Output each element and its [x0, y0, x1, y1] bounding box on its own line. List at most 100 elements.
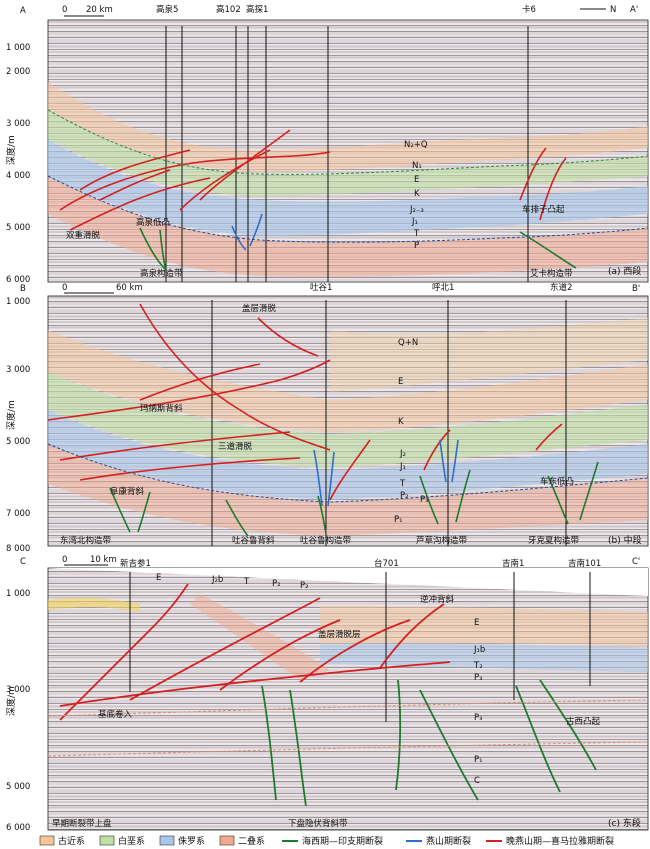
corner-right-b: B' — [632, 284, 640, 294]
scale-km-b: 60 km — [116, 283, 143, 293]
band-permian-c — [190, 594, 330, 680]
panel-c: C 0 10 km 新吉参1 台701 吉南1 吉南101 C' 1 000 3… — [5, 555, 649, 833]
structure-c-0: 逆冲背斜 — [420, 594, 455, 605]
y-tick-c-2: 5 000 — [6, 782, 30, 792]
legend-label-cretaceous: 白垩系 — [118, 835, 145, 847]
well-label-c-1: 台701 — [374, 558, 399, 569]
caption-c: (c) 东段 — [608, 817, 641, 829]
structure-c-5: 下盘隐伏背斜带 — [288, 818, 348, 829]
y-axis-label-b: 深度/m — [5, 400, 17, 430]
structure-b-2: 三道滑脱 — [218, 441, 253, 452]
band-neogene-b — [330, 318, 648, 392]
horizon-line — [47, 699, 649, 717]
y-tick-a-3: 4 000 — [6, 171, 30, 181]
horizon-line — [47, 443, 649, 503]
faults-red-b — [47, 303, 563, 501]
panel-b: B 0 60 km 吐谷1 呼北1 东道2 B' 1 000 3 000 5 0… — [5, 282, 649, 554]
stratum-a-5: J₁ — [411, 217, 418, 227]
y-tick-c-1: 3 000 — [6, 685, 30, 695]
legend-swatch-cretaceous — [99, 835, 115, 846]
y-tick-b-3: 7 000 — [6, 509, 30, 519]
scale-zero-c: 0 — [62, 555, 67, 565]
stratum-c-8: P₃ — [474, 713, 483, 723]
structure-b-8: 芦草沟构造带 — [416, 535, 468, 546]
structure-b-1: 玛纳斯背斜 — [140, 403, 183, 414]
panel-c-topcut — [48, 568, 648, 596]
structure-b-6: 阜康背斜 — [110, 486, 145, 497]
well-label-a-1: 高102 — [216, 4, 241, 15]
legend-label-paleogene: 古近系 — [58, 835, 85, 847]
stratum-b-5: T — [399, 479, 406, 489]
stratum-b-0: Q+N — [398, 338, 418, 348]
legend-swatch-jurassic — [159, 835, 175, 846]
scale-zero-b: 0 — [62, 283, 67, 293]
y-axis-label-c: 深度/m — [5, 686, 17, 716]
structure-b-7: 吐谷鲁构造带 — [300, 535, 352, 546]
stratum-c-3: P₂ — [272, 579, 281, 589]
stratum-c-10: C — [474, 776, 480, 786]
y-tick-b-0: 1 000 — [6, 297, 30, 307]
stratum-c-4: P₂ — [300, 581, 309, 591]
well-label-b-1: 呼北1 — [432, 282, 454, 293]
caption-a: (a) 西段 — [608, 265, 641, 277]
well-label-a-0: 高泉5 — [156, 4, 178, 15]
corner-left-b: B — [20, 284, 26, 294]
well-label-b-2: 东道2 — [550, 282, 572, 293]
structure-c-2: 基底卷入 — [98, 709, 133, 720]
well-label-c-0: 新吉参1 — [120, 558, 151, 569]
faults-green-c — [261, 679, 597, 807]
north-arrow-label: N — [610, 5, 616, 15]
structure-b-9: 牙克夏构造带 — [528, 535, 580, 546]
legend-label-himalayan: 晚燕山期—喜马拉雅期断裂 — [506, 835, 614, 847]
panel-a: A 0 20 km 高泉5 高102 高探1 卡6 N A' 1 000 2 0… — [5, 4, 649, 285]
stratum-b-6: P₂ — [400, 491, 409, 501]
y-tick-b-1: 3 000 — [6, 365, 30, 375]
well-label-a-2: 高探1 — [246, 4, 268, 15]
corner-right-a: A' — [630, 5, 638, 15]
structure-b-10: 车东低凸 — [540, 476, 574, 487]
stratum-c-2: T — [243, 577, 250, 587]
structure-a-1: 高泉低凸 — [136, 217, 170, 228]
band-cretaceous-a — [48, 110, 648, 196]
y-tick-a-5: 6 000 — [6, 275, 30, 285]
band-jurassic-a — [48, 140, 648, 236]
y-axis-label-a: 深度/m — [5, 135, 17, 165]
band-paleogene-c — [320, 606, 648, 646]
faults-green-a — [139, 227, 577, 273]
stratum-c-1: J₂b — [211, 575, 223, 585]
corner-left-c: C — [20, 557, 26, 567]
corner-right-c: C' — [632, 557, 640, 567]
scale-km-a: 20 km — [86, 5, 113, 15]
structure-a-4: 艾卡构造带 — [530, 268, 573, 279]
y-tick-a-1: 2 000 — [6, 67, 30, 77]
faults-red-c — [59, 583, 451, 721]
stratum-c-6: T₂ — [473, 661, 483, 671]
legend-label-hercynian: 海西期—印支期断裂 — [302, 835, 383, 847]
horizon-line — [47, 109, 649, 175]
horizon-line — [47, 175, 649, 243]
horizon-line — [47, 741, 649, 757]
stratum-b-4: J₁ — [399, 462, 406, 472]
stratum-b-7: P₃ — [420, 495, 429, 505]
band-paleogene-a — [48, 82, 648, 172]
legend: 古近系 白垩系 侏罗系 二叠系 海西期—印支期断裂 燕山期断裂 晚燕山期—喜马拉… — [39, 835, 614, 847]
stratum-c-9: P₁ — [474, 755, 483, 765]
legend-swatch-paleogene — [39, 835, 55, 846]
corner-left-a: A — [20, 6, 26, 16]
structure-c-1: 盖层滑脱层 — [318, 629, 361, 640]
band-permian-b — [48, 444, 648, 536]
structure-a-2: 高泉构造带 — [140, 268, 183, 279]
well-label-a-3: 卡6 — [522, 4, 536, 15]
scale-zero-a: 0 — [62, 5, 67, 15]
band-cretaceous-b — [48, 372, 648, 468]
caption-b: (b) 中段 — [608, 534, 642, 546]
stratum-b-2: K — [398, 417, 404, 427]
y-tick-c-0: 1 000 — [6, 589, 30, 599]
structure-c-3: 古西凸起 — [566, 716, 601, 727]
well-label-c-3: 吉南101 — [568, 558, 601, 569]
faults-green-b — [109, 461, 599, 537]
stratum-a-1: N₁ — [412, 161, 422, 171]
band-paleogene-b — [48, 330, 648, 432]
y-tick-c-3: 6 000 — [6, 823, 30, 833]
